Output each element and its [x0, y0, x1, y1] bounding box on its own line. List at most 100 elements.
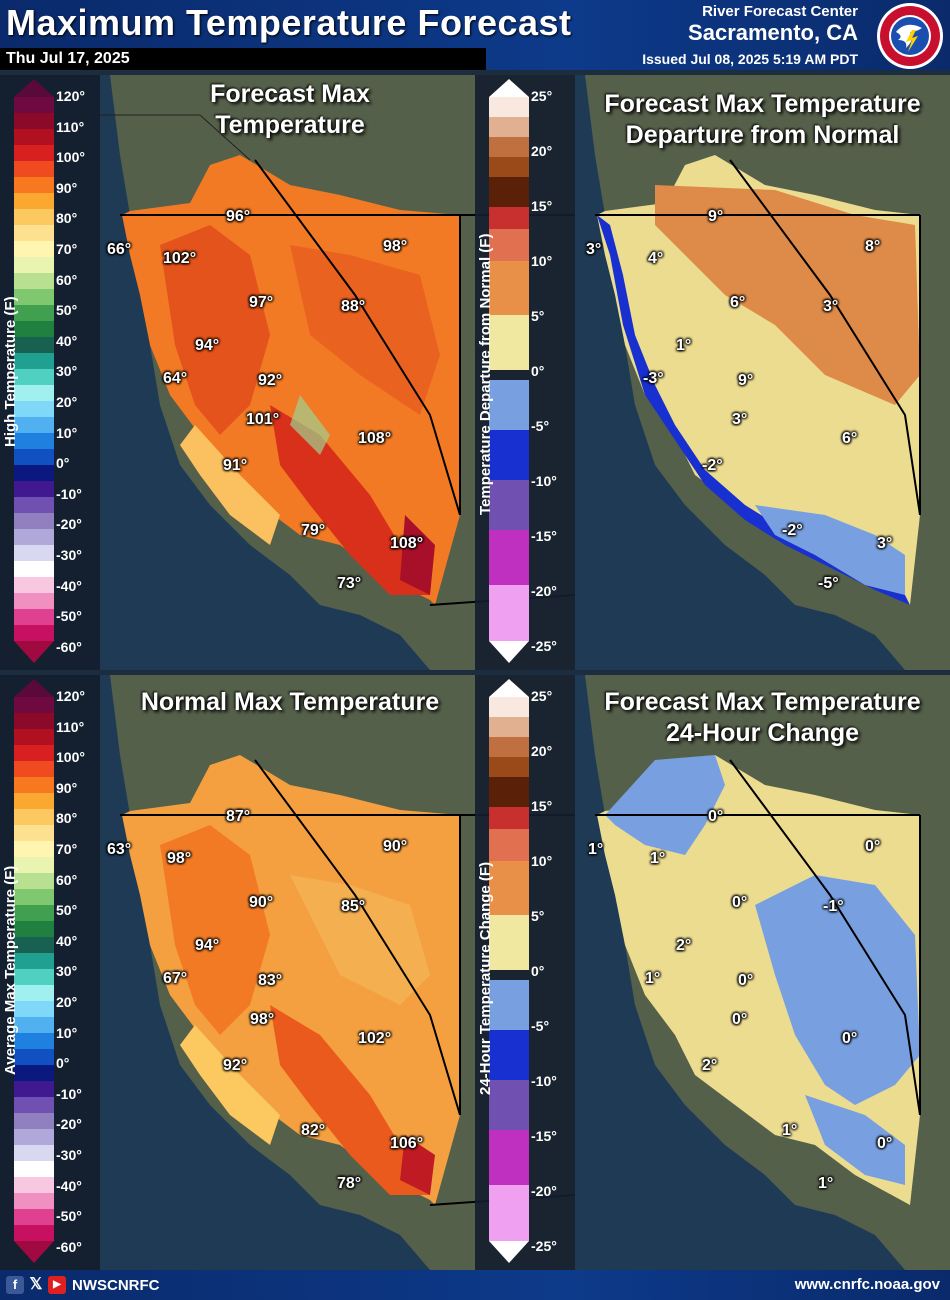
legend-tick: -25° — [531, 638, 557, 654]
legend-tick: -20° — [56, 516, 82, 533]
legend-tick: 60° — [56, 871, 78, 888]
legend-tick: -15° — [531, 528, 557, 544]
legend-tick: -10° — [56, 485, 82, 502]
legend-tick: 15° — [531, 198, 553, 214]
legend-tick: 5° — [531, 908, 545, 924]
temp-label: 102° — [163, 250, 197, 267]
change-colorbar — [489, 679, 529, 1263]
legend-tick: 0° — [56, 455, 70, 472]
change-label: 0° — [708, 808, 724, 825]
legend-tick: -60° — [56, 1238, 82, 1255]
departure-label: 9° — [708, 208, 724, 225]
legend-tick: -10° — [531, 1073, 557, 1089]
departure-legend-top: Temperature Departure from Normal (F) 25… — [475, 75, 575, 670]
footer-bar: f 𝕏 ▶ NWSCNRFC www.cnrfc.noaa.gov — [0, 1270, 950, 1300]
temp-label: 82° — [301, 1122, 326, 1139]
page-title: Maximum Temperature Forecast — [6, 2, 572, 43]
temp-label: 78° — [337, 1175, 362, 1192]
departure-label: 8° — [865, 238, 881, 255]
website-link[interactable]: www.cnrfc.noaa.gov — [794, 1276, 940, 1293]
center-city: Sacramento, CA — [688, 20, 858, 45]
legend-tick: -15° — [531, 1128, 557, 1144]
legend-tick: 10° — [531, 853, 553, 869]
departure-label: -3° — [643, 370, 664, 387]
departure-label: 4° — [648, 250, 664, 267]
legend-tick: 15° — [531, 798, 553, 814]
legend-tick: 20° — [531, 743, 553, 759]
center-name: River Forecast Center — [702, 3, 858, 20]
legend-tick: 10° — [56, 424, 78, 441]
legend-tick: 120° — [56, 88, 85, 104]
axis-label-average-temp: Average Max Temperature (F) — [2, 865, 19, 1075]
temp-label: 87° — [226, 808, 251, 825]
social-links: f 𝕏 ▶ NWSCNRFC — [6, 1276, 160, 1294]
facebook-icon[interactable]: f — [6, 1276, 24, 1294]
axis-label-departure: Temperature Departure from Normal (F) — [477, 233, 494, 515]
legend-tick: -60° — [56, 638, 82, 655]
temp-label: 96° — [226, 208, 251, 225]
temp-label: 85° — [341, 898, 366, 915]
legend-tick: 0° — [531, 963, 545, 979]
x-icon[interactable]: 𝕏 — [29, 1276, 43, 1293]
legend-tick: -10° — [531, 473, 557, 489]
legend-tick: 20° — [56, 394, 78, 410]
forecast-date: Thu Jul 17, 2025 — [0, 48, 486, 70]
legend-tick: 70° — [56, 841, 78, 857]
panel-title-departure: Forecast Max Temperature Departure from … — [604, 90, 921, 149]
change-label: 1° — [588, 841, 604, 858]
change-label: -1° — [823, 898, 844, 915]
departure-label: 3° — [586, 241, 602, 258]
departure-label: 1° — [676, 337, 692, 354]
legend-tick: 50° — [56, 302, 78, 319]
departure-label: 6° — [842, 430, 858, 447]
temp-label: 102° — [358, 1030, 392, 1047]
temp-label: 92° — [223, 1057, 248, 1074]
temperature-legend-bottom: Average Max Temperature (F) 120° 110° 100°… — [0, 675, 100, 1270]
change-label: 0° — [732, 894, 748, 911]
legend-tick: 60° — [56, 271, 78, 288]
axis-label-high-temp: High Temperature (F) — [2, 296, 19, 447]
temp-label: 97° — [249, 294, 274, 311]
temp-label: 94° — [195, 937, 220, 954]
legend-tick: -40° — [56, 577, 82, 594]
temperature-colorbar — [14, 679, 54, 1263]
legend-tick: 90° — [56, 779, 78, 796]
legend-tick: -20° — [531, 1183, 557, 1199]
temp-label: 66° — [107, 241, 132, 258]
change-label: 0° — [877, 1135, 893, 1152]
nws-logo-icon — [877, 3, 943, 69]
youtube-icon[interactable]: ▶ — [48, 1276, 66, 1294]
legend-tick: 80° — [56, 810, 78, 827]
temp-label: 88° — [341, 298, 366, 315]
temp-label: 73° — [337, 575, 362, 592]
temp-label: 94° — [195, 337, 220, 354]
legend-tick: 0° — [531, 363, 545, 379]
legend-tick: 25° — [531, 688, 553, 704]
temp-label: 67° — [163, 970, 188, 987]
temperature-colorbar — [14, 79, 54, 663]
change-legend-bottom: 24-Hour Temperature Change (F) 25° 20° 15°… — [475, 675, 575, 1270]
departure-label: 3° — [877, 535, 893, 552]
temperature-legend-top: High Temperature (F) 120° 110° 100° 90° 80° 7… — [0, 75, 100, 670]
legend-tick: 100° — [56, 149, 85, 166]
legend-tick: 100° — [56, 749, 85, 766]
temp-label: 90° — [383, 838, 408, 855]
legend-tick: -5° — [531, 1018, 550, 1034]
legend-tick: 110° — [56, 718, 85, 735]
legend-tick: 0° — [56, 1055, 70, 1072]
legend-tick: -40° — [56, 1177, 82, 1194]
departure-label: 3° — [823, 298, 839, 315]
legend-tick: 25° — [531, 88, 553, 104]
departure-panel: Forecast Max Temperature Departure from … — [575, 75, 950, 670]
change-map — [575, 675, 950, 1270]
legend-tick: -20° — [56, 1116, 82, 1133]
axis-label-change: 24-Hour Temperature Change (F) — [477, 861, 494, 1095]
legend-tick: 10° — [531, 253, 553, 269]
temp-label: 79° — [301, 522, 326, 539]
departure-label: 6° — [730, 294, 746, 311]
legend-tick: 20° — [531, 143, 553, 159]
legend-tick: -50° — [56, 1208, 82, 1225]
social-handle[interactable]: NWSCNRFC — [72, 1276, 160, 1294]
temp-label: 108° — [358, 430, 392, 447]
issued-time: Issued Jul 08, 2025 5:19 AM PDT — [642, 51, 858, 67]
